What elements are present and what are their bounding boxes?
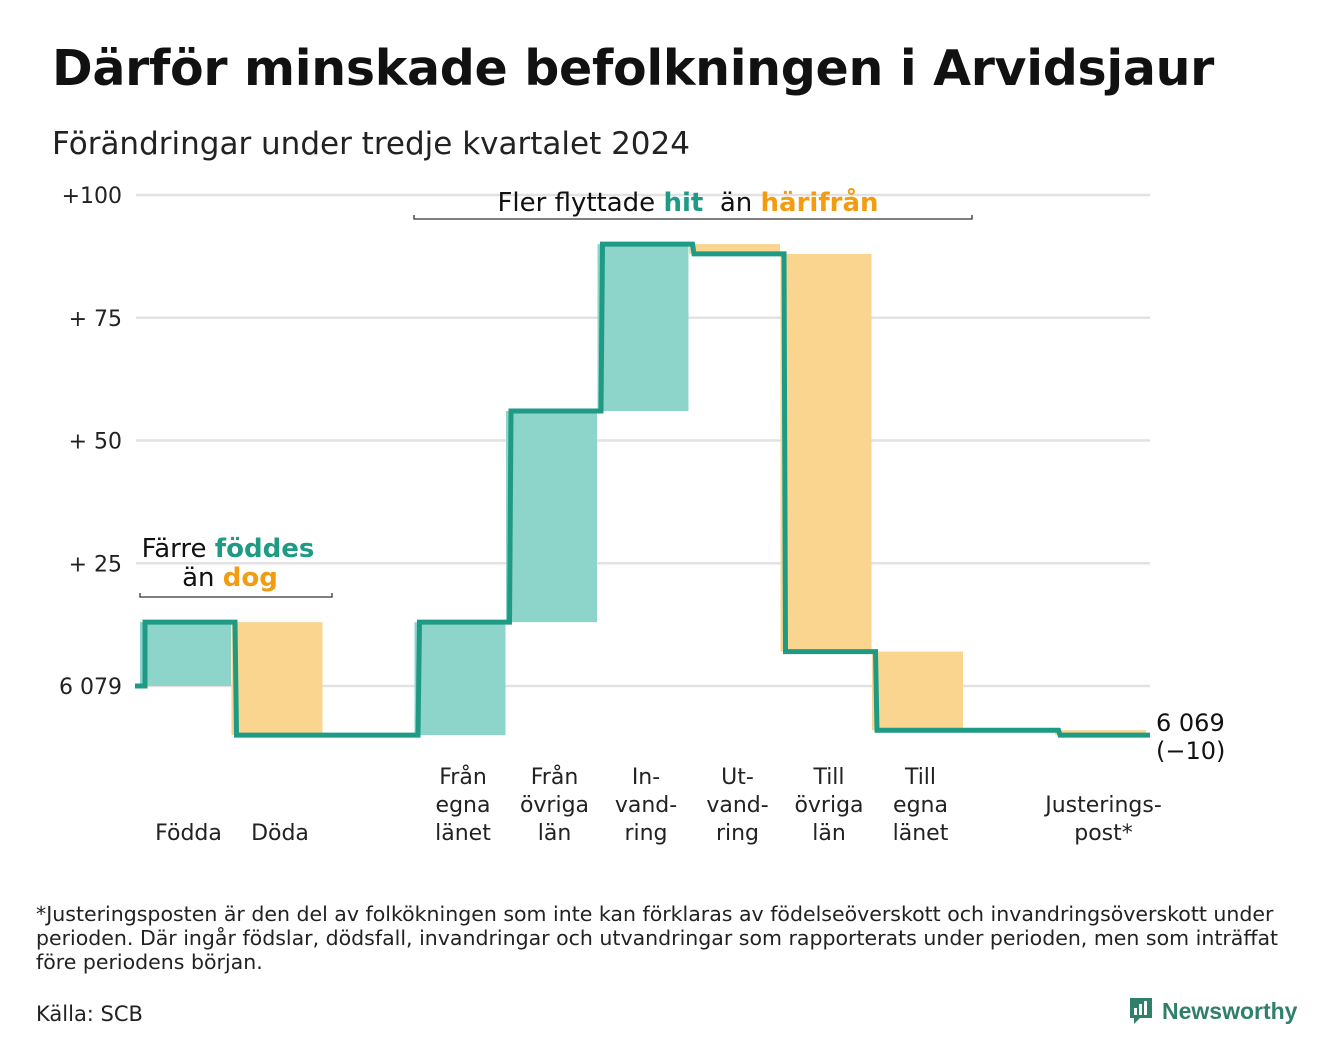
category-label: ring <box>624 821 667 846</box>
annotation-migration: Fler flyttade hit än härifrån <box>497 186 878 218</box>
y-tick-label: + 25 <box>69 552 122 577</box>
newsworthy-icon <box>1130 998 1152 1024</box>
annotation-births-deaths: Färre föddes <box>142 534 315 564</box>
category-label: Till <box>904 765 936 790</box>
source-note: Källa: SCB <box>36 1002 143 1026</box>
annotation-bracket <box>413 215 973 220</box>
chart-subtitle: Förändringar under tredje kvartalet 2024 <box>52 126 690 162</box>
waterfall-chart: 6 079 + 25 + 50 + 75 +100 Födda Döda Från egna lä… <box>59 184 1225 846</box>
category-label: egna <box>893 793 948 818</box>
category-label: övriga <box>794 793 863 818</box>
category-label: län <box>538 821 572 846</box>
brand-logo: Newsworthy <box>1128 996 1297 1026</box>
end-value-label: 6 069 <box>1156 709 1225 737</box>
increase-bar <box>506 411 597 623</box>
increase-bar <box>140 622 231 686</box>
category-label: län <box>812 821 846 846</box>
step-line <box>135 241 1150 738</box>
end-value-label: (−10) <box>1156 737 1225 765</box>
category-label: Från <box>439 764 487 790</box>
category-label: vand- <box>706 793 768 818</box>
category-label: övriga <box>520 793 589 818</box>
category-label: vand- <box>615 793 677 818</box>
axis-labels: 6 079 + 25 + 50 + 75 +100 Födda Döda Från egna lä… <box>59 184 1225 846</box>
cumulative-step-line <box>135 241 1150 738</box>
y-tick-label: +100 <box>62 184 122 209</box>
category-label: Ut- <box>721 765 754 790</box>
category-label: länet <box>435 821 491 846</box>
decrease-bar <box>780 253 872 652</box>
chart-title: Därför minskade befolkningen i Arvidsjau… <box>52 40 1215 97</box>
decrease-bar <box>231 622 323 736</box>
increase-bar <box>597 244 689 412</box>
footnote: *Justeringsposten är den del av folkökni… <box>36 902 1279 974</box>
category-label: Födda <box>155 821 222 846</box>
y-tick-label: + 75 <box>69 307 122 332</box>
decrease-bar <box>689 244 780 254</box>
increase-bar <box>414 622 506 736</box>
annotation-births-deaths-line2: än dog <box>182 563 278 593</box>
category-label: Till <box>812 765 844 790</box>
category-label: Justerings- <box>1043 793 1162 818</box>
brand-name: Newsworthy <box>1162 997 1298 1024</box>
annotation-bracket <box>139 593 333 598</box>
y-tick-label: + 50 <box>69 430 122 455</box>
category-label: In- <box>632 765 660 790</box>
bars <box>140 244 1146 736</box>
category-label: egna <box>436 793 491 818</box>
category-label: Från <box>531 764 579 790</box>
category-label: Döda <box>251 821 309 846</box>
category-label: ring <box>716 821 759 846</box>
category-label: länet <box>893 821 949 846</box>
decrease-bar <box>872 651 963 731</box>
category-label: post* <box>1074 821 1133 846</box>
y-tick-label: 6 079 <box>59 675 122 700</box>
